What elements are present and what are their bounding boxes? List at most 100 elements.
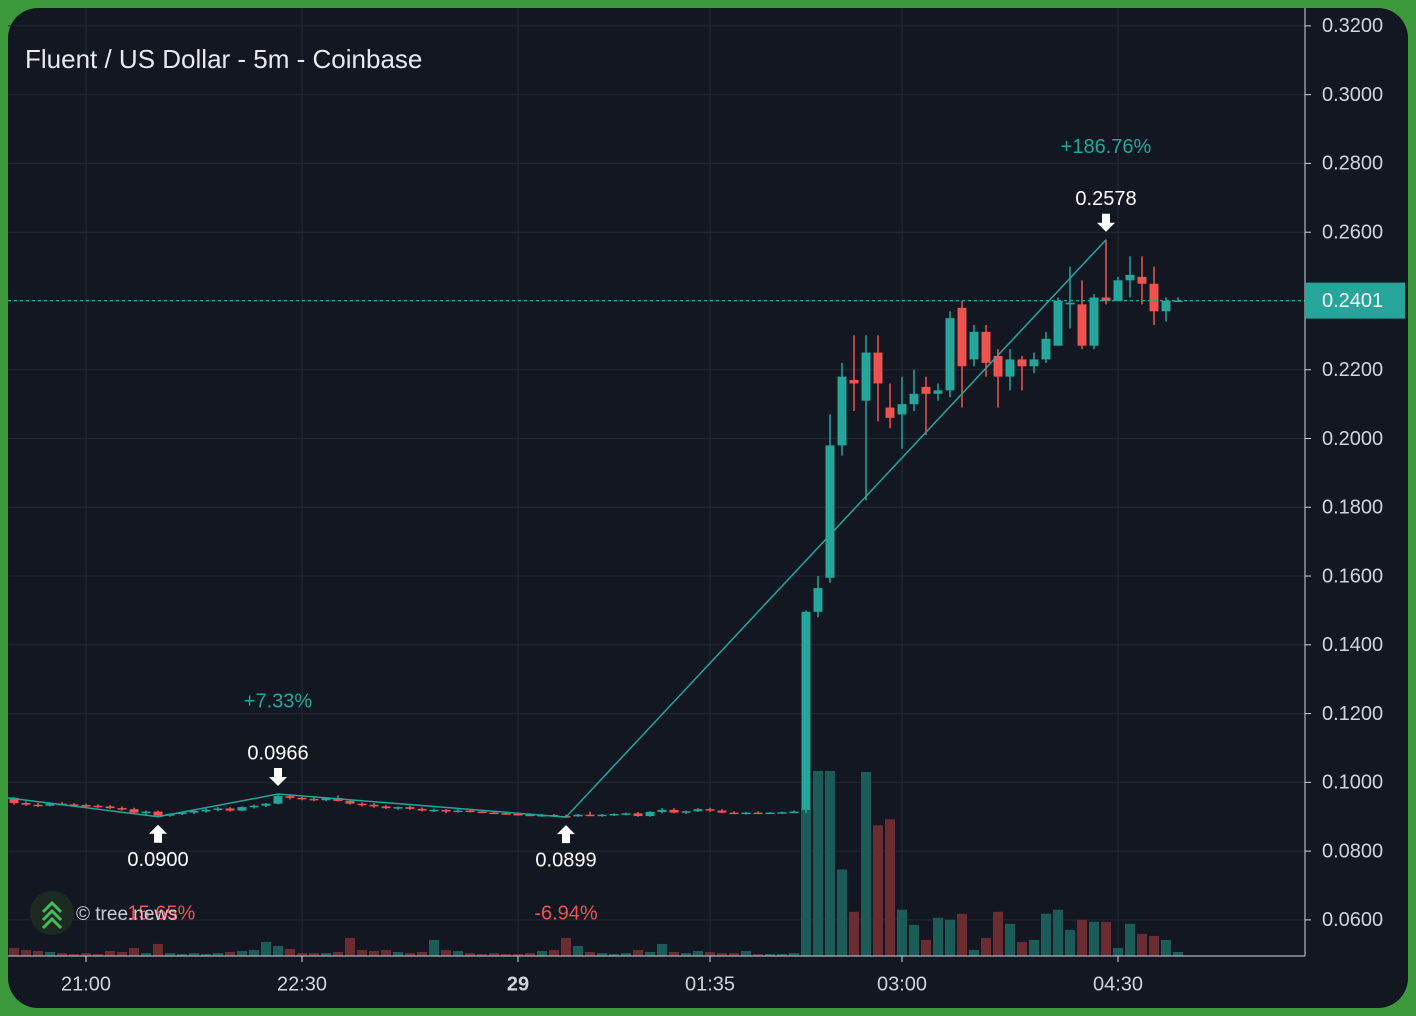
volume-bar [453,950,463,956]
y-tick-label: 0.2800 [1322,153,1383,175]
volume-bar [57,952,67,956]
volume-bar [741,950,751,956]
y-tick-label: 0.1400 [1322,634,1383,656]
candle-body [1161,300,1171,312]
volume-bar [393,951,403,956]
volume-bar [297,952,307,956]
volume-bar [993,911,1003,956]
candle-body [45,803,55,806]
y-tick-label: 0.1200 [1322,703,1383,725]
candle-body [645,811,655,817]
panel [8,8,1408,1008]
candle-body [849,380,859,384]
volume-bar [69,953,79,956]
candle-body [717,810,727,813]
candle-body [1029,359,1039,367]
candle-body [1017,359,1027,367]
last-price-label: 0.2401 [1322,290,1383,312]
volume-bar [609,953,619,956]
last-price-box [1305,282,1405,319]
volume-bar [1173,951,1183,956]
volume-bar [321,952,331,956]
candle-body [1053,300,1063,346]
candle-body [909,393,919,405]
candles [9,239,1183,818]
candle-body [489,812,499,815]
candle-body [633,813,643,817]
candle-body [405,807,415,809]
candle-body [1125,274,1135,281]
candle-body [885,407,895,418]
candle-body [33,804,43,807]
candle-body [597,814,607,817]
candle-body [141,811,151,814]
candle-body [81,805,91,807]
volume-bar [777,953,787,956]
candle-body [1101,297,1111,301]
watermark: © tree.news [30,891,178,935]
watermark-icon [41,900,63,930]
candle-body [657,809,667,812]
candle-body [741,812,751,815]
candle-body [261,803,271,806]
volume-bar [93,953,103,956]
candle-body [429,809,439,812]
candle-body [681,811,691,813]
pivot-price: 0.0900 [127,849,188,871]
volume-bar [45,951,55,956]
volume-bar [537,950,547,956]
volume-bar [1029,939,1039,956]
candle-body [201,809,211,812]
watermark-text: © tree.news [76,904,178,925]
volume-bar [693,950,703,956]
y-tick-label: 0.0800 [1322,840,1383,862]
x-tick-label: 04:30 [1093,973,1143,995]
candle-body [441,809,451,812]
volume-bar [861,772,871,956]
candle-body [981,331,991,363]
volume-bar [561,937,571,956]
y-tick-label: 0.0600 [1322,909,1383,931]
candle-body [957,307,967,367]
volume-bar [261,941,271,956]
candle-body [801,611,811,810]
pivot-arrow [149,824,167,843]
volume-bar [945,919,955,956]
candle-body [1113,280,1123,301]
volume-bar [357,949,367,956]
candle-body [765,812,775,815]
candle-body [105,806,115,809]
candle-body [861,352,871,401]
candle-body [393,807,403,809]
volume-bar [177,953,187,956]
volume-bar [189,952,199,956]
candle-body [225,808,235,811]
volume-bar [129,947,139,956]
candle-body [753,812,763,815]
volume-bar [333,951,343,956]
volume-bar [225,951,235,956]
candle-body [417,808,427,811]
volume-bar [981,937,991,956]
axes: 0.0600 0.0800 0.1000 0.1200 0.1400 0.1600 0.18… [61,15,1405,995]
volume-bar [405,952,415,956]
volume-bar [1041,913,1051,956]
pivot-price: 0.0899 [535,849,596,871]
volume-bar [933,917,943,956]
volume-bar [1089,921,1099,956]
pivot-change: -15.65% [121,902,196,924]
volume-bar [681,952,691,956]
candle-body [129,809,139,813]
candle-body [1173,300,1183,303]
y-tick-label: 0.2000 [1322,428,1383,450]
volume-bar [81,952,91,956]
candle-body [1005,359,1015,377]
candle-body [573,814,583,817]
volume-bar [753,953,763,956]
volume-bar [429,939,439,956]
volume-bar [1149,935,1159,956]
volume-bar [597,952,607,956]
candle-body [945,318,955,391]
volume-bar [825,771,835,956]
